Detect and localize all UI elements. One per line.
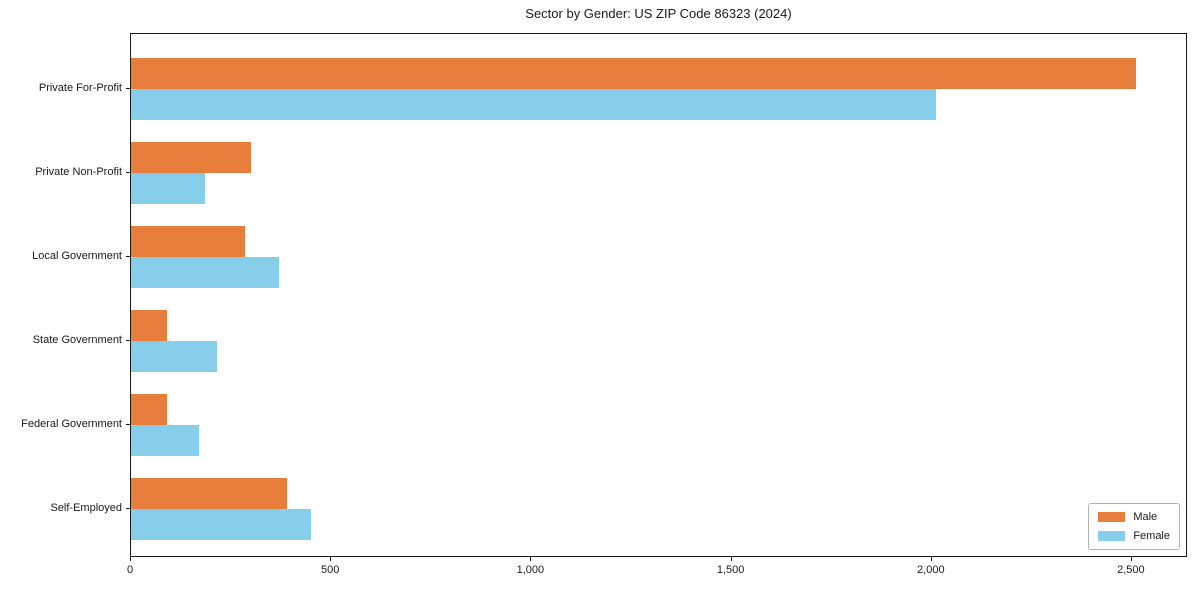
x-axis-tick-label-3: 1,000 — [516, 564, 545, 576]
y-tick-mark — [126, 256, 130, 257]
x-tick-mark — [730, 557, 732, 561]
x-tick-mark — [930, 557, 932, 561]
bar-female-1 — [131, 89, 936, 120]
bar-male-1 — [131, 58, 1136, 89]
x-axis-tick-label-4: 1,500 — [716, 564, 745, 576]
chart-title: Sector by Gender: US ZIP Code 86323 (202… — [525, 6, 792, 21]
legend-swatch-male — [1098, 512, 1126, 522]
plot-area: Male Female — [130, 33, 1187, 557]
bar-female-6 — [131, 509, 312, 540]
x-tick-mark — [330, 557, 332, 561]
y-tick-mark — [126, 88, 130, 89]
y-tick-mark — [126, 508, 130, 509]
legend-item-male: Male — [1098, 511, 1170, 523]
x-axis-tick-label-1: 0 — [126, 564, 134, 576]
y-axis-label-3: Local Government — [32, 250, 122, 262]
y-tick-mark — [126, 172, 130, 173]
bar-male-5 — [131, 394, 167, 425]
x-axis-tick-label-6: 2,500 — [1117, 564, 1145, 576]
legend-item-female: Female — [1098, 530, 1170, 542]
x-tick-mark — [130, 557, 131, 561]
y-axis-label-5: Federal Government — [21, 418, 122, 430]
bar-male-2 — [131, 142, 252, 173]
x-axis-tick-label-5: 2,000 — [917, 564, 945, 576]
bar-male-3 — [131, 226, 246, 257]
bar-female-2 — [131, 173, 206, 204]
y-tick-mark — [126, 424, 130, 425]
y-axis-label-1: Private For-Profit — [38, 82, 122, 94]
y-tick-mark — [126, 340, 130, 341]
bar-female-5 — [131, 425, 200, 456]
y-axis-label-6: Self-Employed — [50, 502, 122, 514]
bar-male-6 — [131, 478, 288, 509]
bar-female-4 — [131, 341, 218, 372]
x-tick-mark — [1130, 557, 1132, 561]
x-tick-mark — [530, 557, 532, 561]
legend-label-male: Male — [1133, 511, 1158, 523]
y-axis-label-4: State Government — [32, 334, 122, 346]
bar-male-4 — [131, 310, 167, 341]
legend-swatch-female — [1098, 531, 1126, 541]
legend: Male Female — [1088, 503, 1180, 550]
y-axis-label-2: Private Non-Profit — [35, 166, 122, 178]
legend-label-female: Female — [1133, 530, 1170, 542]
x-axis-tick-label-2: 500 — [321, 564, 340, 576]
bar-female-3 — [131, 257, 280, 288]
